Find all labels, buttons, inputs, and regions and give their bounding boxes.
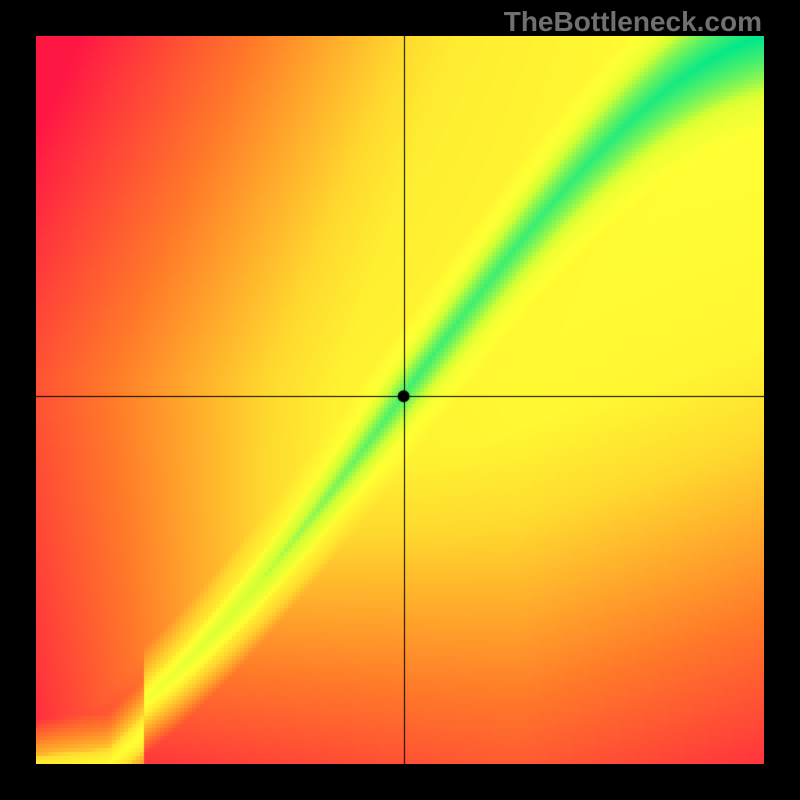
watermark-text: TheBottleneck.com [504,6,762,38]
chart-container: { "canvas": { "width": 800, "height": 80… [0,0,800,800]
bottleneck-heatmap [36,36,764,764]
